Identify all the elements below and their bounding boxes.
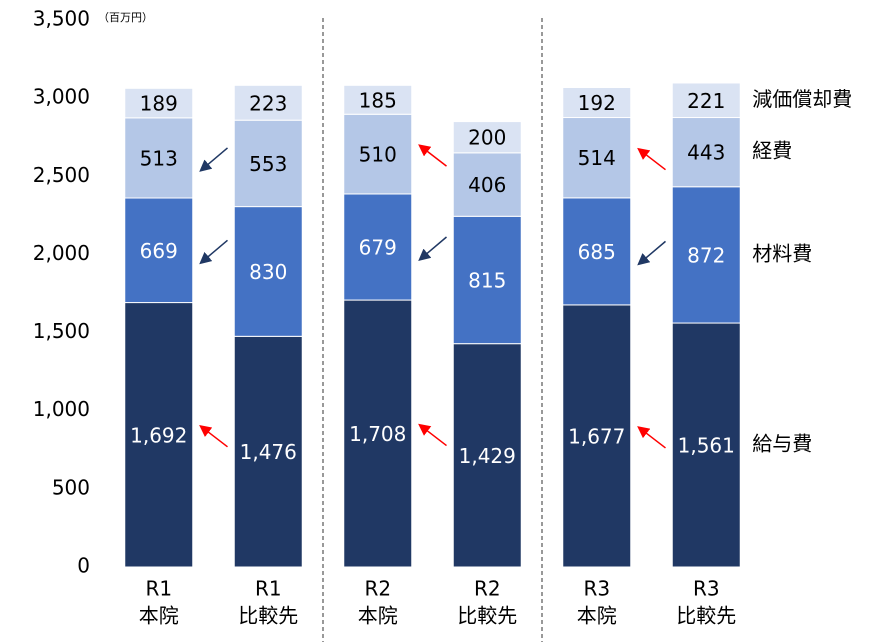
- y-tick-label: 2,000: [33, 241, 90, 265]
- bar-segment: [124, 197, 194, 304]
- comparison-arrow: [418, 423, 447, 447]
- bar-segment: [343, 84, 413, 115]
- y-tick-label: 1,000: [33, 397, 90, 421]
- x-tick-label: R2: [364, 577, 391, 601]
- y-tick-label: 3,000: [33, 85, 90, 109]
- data-label: 443: [687, 141, 725, 165]
- data-label: 192: [578, 91, 616, 115]
- legend-label: 減価償却費: [752, 87, 852, 111]
- bar-segment: [452, 152, 522, 217]
- comparison-arrow: [637, 240, 666, 266]
- x-tick-label: 本院: [139, 604, 179, 628]
- legend-label: 給与費: [752, 432, 812, 456]
- data-label: 1,429: [459, 444, 516, 468]
- bar-segment: [562, 87, 632, 119]
- comparison-arrow: [637, 147, 666, 171]
- data-label: 830: [249, 260, 287, 284]
- bar-segment: [343, 113, 413, 195]
- legend-label: 経費: [752, 139, 792, 163]
- data-label: 1,561: [678, 434, 735, 458]
- bar-segment: [233, 206, 303, 337]
- y-tick-label: 0: [77, 554, 90, 578]
- x-tick-label: 比較先: [676, 604, 736, 628]
- data-label: 513: [140, 146, 178, 170]
- comparison-arrow: [199, 147, 228, 172]
- bar-segment: [671, 186, 741, 324]
- legend-label: 材料費: [752, 241, 812, 265]
- comparison-arrow: [637, 426, 666, 449]
- x-tick-label: R3: [693, 577, 720, 601]
- bar-segment: [562, 197, 632, 306]
- data-label: 1,708: [349, 422, 406, 446]
- x-tick-label: 比較先: [457, 604, 517, 628]
- bar-segment: [562, 117, 632, 199]
- data-label: 406: [468, 173, 506, 197]
- data-label: 223: [249, 91, 287, 115]
- data-label: 553: [249, 152, 287, 176]
- bar-segment: [233, 119, 303, 208]
- bar-segment: [671, 82, 741, 119]
- y-tick-label: 1,500: [33, 319, 90, 343]
- data-label: 669: [140, 239, 178, 263]
- y-tick-label: 3,500: [33, 7, 90, 31]
- data-label: 185: [359, 88, 397, 112]
- x-tick-label: 本院: [358, 604, 398, 628]
- data-label: 221: [687, 89, 725, 113]
- comparison-arrow: [199, 424, 228, 448]
- bar-segment: [343, 299, 413, 568]
- x-tick-label: R1: [145, 577, 172, 601]
- data-label: 200: [468, 126, 506, 150]
- x-tick-label: 比較先: [238, 604, 298, 628]
- data-label: 1,677: [568, 424, 625, 448]
- data-label: 679: [359, 236, 397, 260]
- bar-segment: [233, 335, 303, 568]
- comparison-arrow: [199, 239, 228, 265]
- bar-segment: [452, 343, 522, 568]
- bar-segment: [452, 121, 522, 154]
- x-tick-label: R2: [474, 577, 501, 601]
- comparison-arrow: [418, 144, 447, 167]
- comparison-arrow: [418, 236, 447, 261]
- data-label: 514: [578, 146, 616, 170]
- bar-segment: [671, 322, 741, 568]
- unit-label: （百万円）: [98, 11, 153, 24]
- data-label: 1,692: [130, 423, 187, 447]
- y-tick-label: 2,500: [33, 163, 90, 187]
- x-tick-label: R1: [255, 577, 282, 601]
- x-tick-label: 本院: [577, 604, 617, 628]
- data-label: 189: [140, 92, 178, 116]
- x-tick-label: R3: [583, 577, 610, 601]
- data-label: 510: [359, 143, 397, 167]
- data-label: 685: [578, 240, 616, 264]
- data-label: 1,476: [240, 440, 297, 464]
- bar-segment: [124, 87, 194, 119]
- bar-segment: [452, 215, 522, 345]
- bar-segment: [343, 193, 413, 301]
- data-label: 872: [687, 243, 725, 267]
- y-tick-label: 500: [52, 475, 90, 499]
- bar-segment: [233, 84, 303, 121]
- data-label: 815: [468, 268, 506, 292]
